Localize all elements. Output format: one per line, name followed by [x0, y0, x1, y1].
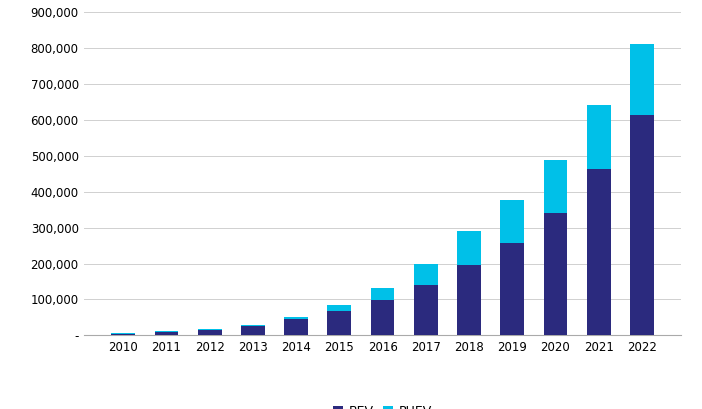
Bar	[154, 332, 178, 335]
Bar	[371, 288, 395, 300]
Legend: BEV, PHEV: BEV, PHEV	[329, 400, 437, 409]
Bar	[371, 300, 395, 335]
Bar	[457, 231, 481, 265]
Bar	[112, 333, 135, 334]
Bar	[112, 334, 135, 335]
Bar	[198, 330, 222, 335]
Bar	[414, 285, 438, 335]
Bar	[241, 325, 265, 326]
Bar	[284, 319, 308, 335]
Bar	[154, 331, 178, 332]
Bar	[587, 105, 611, 169]
Bar	[543, 160, 567, 213]
Bar	[543, 213, 567, 335]
Bar	[327, 311, 351, 335]
Bar	[501, 243, 524, 335]
Bar	[284, 317, 308, 319]
Bar	[630, 44, 654, 115]
Bar	[457, 265, 481, 335]
Bar	[587, 169, 611, 335]
Bar	[414, 264, 438, 285]
Bar	[198, 329, 222, 330]
Bar	[327, 305, 351, 311]
Bar	[501, 200, 524, 243]
Bar	[241, 326, 265, 335]
Bar	[630, 115, 654, 335]
